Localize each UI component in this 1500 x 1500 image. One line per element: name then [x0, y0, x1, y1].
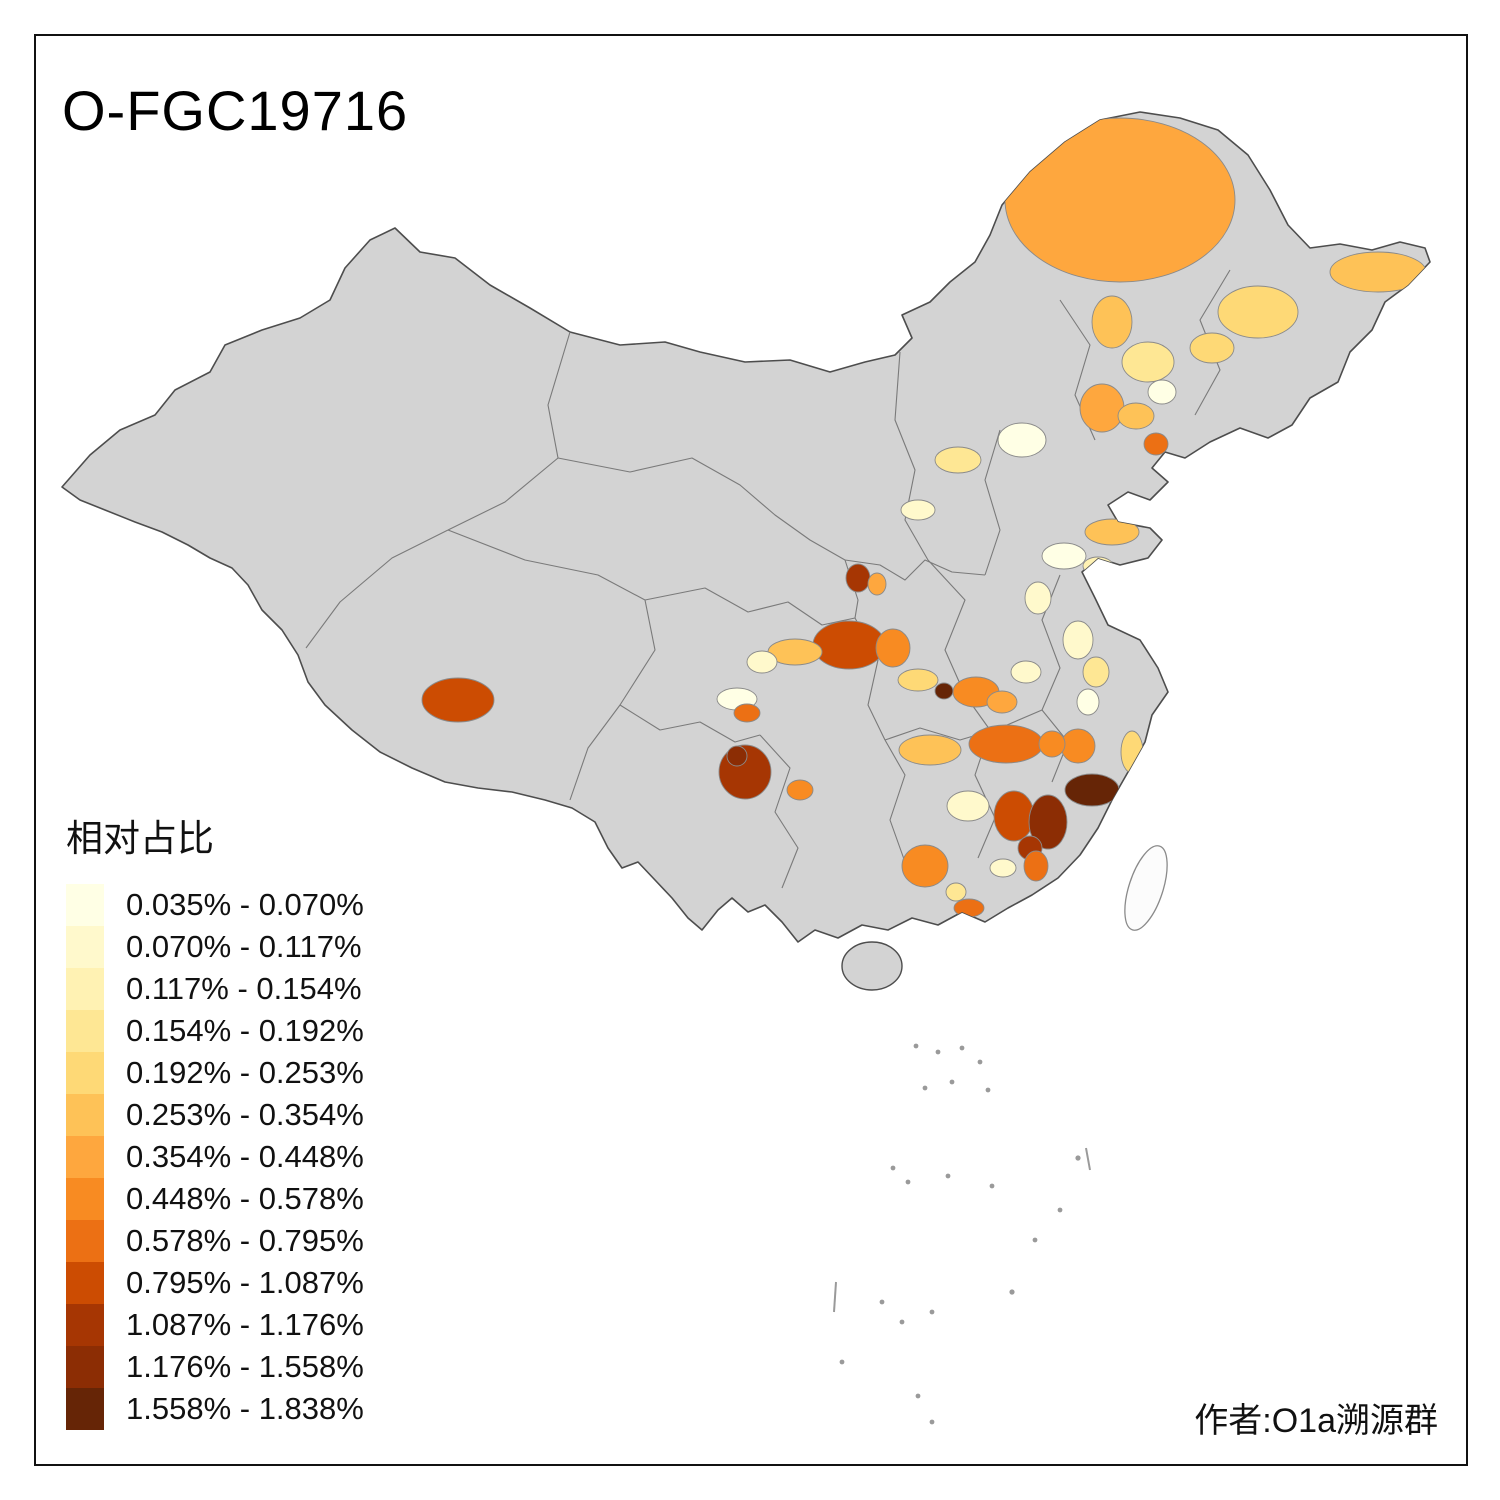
attribution-text: 作者:O1a溯源群: [1194, 1402, 1438, 1440]
map-region: [989, 858, 1017, 878]
map-region: [1024, 581, 1052, 615]
map-region: [726, 745, 748, 767]
page-title: O-FGC19716: [62, 79, 409, 142]
legend-class-row: 1.087% - 1.176%: [66, 1304, 426, 1346]
map-region: [845, 563, 871, 593]
legend-swatch: [66, 884, 104, 926]
legend-class-row: 0.253% - 0.354%: [66, 1094, 426, 1136]
legend-class-label: 0.154% - 0.192%: [126, 1013, 364, 1048]
map-region: [1084, 518, 1140, 546]
map-region: [1189, 332, 1235, 364]
legend-class-row: 0.448% - 0.578%: [66, 1178, 426, 1220]
map-region: [1038, 730, 1066, 758]
map-region: [1028, 794, 1068, 850]
map-region: [1076, 688, 1100, 716]
map-region: [1010, 660, 1042, 684]
map-region: [1041, 542, 1087, 570]
south-china-sea-islands: [833, 1043, 1091, 1425]
legend-class-label: 0.070% - 0.117%: [126, 929, 362, 964]
legend: 相对占比 0.035% - 0.070% 0.070% - 0.117% 0.117…: [66, 808, 426, 1430]
map-region: [900, 499, 936, 521]
map-region: [1082, 556, 1114, 576]
map-region: [993, 790, 1035, 842]
legend-class-label: 0.448% - 0.578%: [126, 1181, 364, 1216]
legend-swatch: [66, 1052, 104, 1094]
map-region: [934, 446, 982, 474]
map-region: [1121, 341, 1175, 383]
map-region: [1329, 251, 1427, 293]
map-region: [986, 690, 1018, 714]
legend-class-label: 0.354% - 0.448%: [126, 1139, 364, 1174]
map-region: [945, 882, 967, 902]
map-region: [934, 682, 954, 700]
legend-class-row: 0.795% - 1.087%: [66, 1262, 426, 1304]
map-region: [997, 422, 1047, 458]
legend-swatch: [66, 1388, 104, 1430]
legend-class-label: 0.192% - 0.253%: [126, 1055, 364, 1090]
legend-swatch: [66, 926, 104, 968]
taiwan-island: [1124, 845, 1168, 931]
map-region: [875, 628, 911, 668]
legend-class-label: 1.558% - 1.838%: [126, 1391, 364, 1426]
legend-class-row: 0.154% - 0.192%: [66, 1010, 426, 1052]
legend-class-row: 0.192% - 0.253%: [66, 1052, 426, 1094]
map-region: [786, 779, 814, 801]
map-region: [1117, 402, 1155, 430]
map-region: [812, 620, 886, 670]
data-regions: [421, 117, 1427, 918]
legend-class-label: 0.795% - 1.087%: [126, 1265, 364, 1300]
map-region: [1064, 773, 1120, 807]
legend-title: 相对占比: [66, 818, 214, 859]
map-region: [1143, 432, 1169, 456]
legend-swatch: [66, 1346, 104, 1388]
hainan-island: [841, 941, 903, 991]
legend-class-row: 0.578% - 0.795%: [66, 1220, 426, 1262]
map-region: [1091, 295, 1133, 349]
map-region: [1217, 285, 1299, 339]
legend-swatch: [66, 1304, 104, 1346]
map-region: [898, 734, 962, 766]
legend-class-label: 0.253% - 0.354%: [126, 1097, 364, 1132]
map-region: [946, 790, 990, 822]
map-region: [1062, 620, 1094, 660]
map-region: [1079, 383, 1125, 433]
map-region: [1004, 117, 1236, 283]
legend-class-label: 0.117% - 0.154%: [126, 971, 362, 1006]
map-region: [733, 703, 761, 723]
map-region: [421, 677, 495, 723]
legend-class-row: 1.558% - 1.838%: [66, 1388, 426, 1430]
legend-class-label: 1.087% - 1.176%: [126, 1307, 364, 1342]
map-region: [968, 724, 1044, 764]
legend-swatch: [66, 1220, 104, 1262]
legend-class-label: 1.176% - 1.558%: [126, 1349, 364, 1384]
legend-class-row: 0.354% - 0.448%: [66, 1136, 426, 1178]
legend-swatch: [66, 1094, 104, 1136]
map-region: [1060, 728, 1096, 764]
legend-rows: 0.035% - 0.070% 0.070% - 0.117% 0.117% - 0…: [66, 884, 426, 1430]
legend-class-row: 0.035% - 0.070%: [66, 884, 426, 926]
legend-swatch: [66, 1178, 104, 1220]
map-region: [746, 650, 778, 674]
legend-class-row: 1.176% - 1.558%: [66, 1346, 426, 1388]
legend-swatch: [66, 1010, 104, 1052]
map-region: [867, 572, 887, 596]
legend-class-row: 0.117% - 0.154%: [66, 968, 426, 1010]
legend-class-label: 0.578% - 0.795%: [126, 1223, 364, 1258]
map-region: [1147, 379, 1177, 405]
map-region: [897, 668, 939, 692]
legend-swatch: [66, 968, 104, 1010]
legend-class-label: 0.035% - 0.070%: [126, 887, 364, 922]
map-region: [1082, 656, 1110, 688]
map-region: [901, 844, 949, 888]
legend-swatch: [66, 1262, 104, 1304]
map-region: [1023, 850, 1049, 882]
legend-class-row: 0.070% - 0.117%: [66, 926, 426, 968]
legend-swatch: [66, 1136, 104, 1178]
